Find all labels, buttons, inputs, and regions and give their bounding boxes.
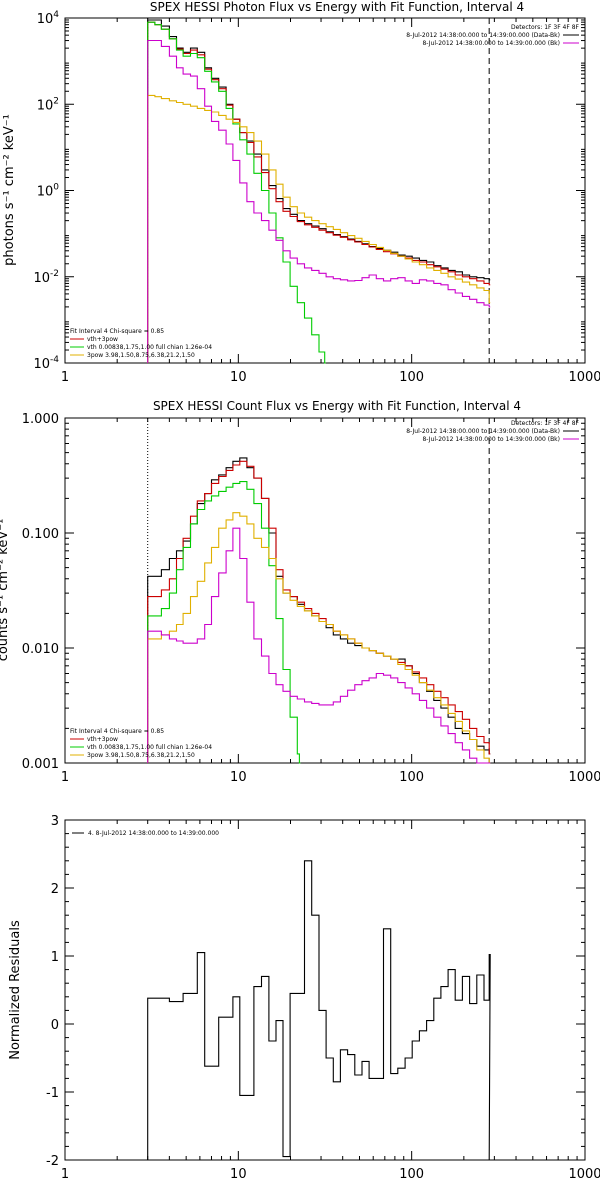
- y-tick-label: 0.001: [22, 757, 59, 772]
- residuals-legend: 4. 8-Jul-2012 14:38:00.000 to 14:39:00.0…: [72, 830, 219, 837]
- y-tick-label: 0.100: [22, 527, 59, 542]
- legend-bk: 8-Jul-2012 14:38:00.000 to 14:39:00.000 …: [422, 40, 560, 47]
- y-tick-label: 1.000: [22, 412, 59, 427]
- residuals-legend-text: 4. 8-Jul-2012 14:38:00.000 to 14:39:00.0…: [88, 830, 219, 837]
- y-tick-label: 104: [37, 10, 60, 27]
- legend-fit-interval: Fit Interval 4 Chi-square = 0.85: [70, 728, 164, 735]
- photon-flux-fit-range-markers: [147, 18, 490, 363]
- y-tick-label: -2: [46, 1154, 59, 1169]
- y-tick-exponent: -4: [50, 355, 59, 365]
- series-vth: [147, 21, 326, 364]
- count-flux-legend-top-right: Detectors: 1F 3F 4F 8F 8-Jul-2012 14:38:…: [406, 420, 579, 443]
- series-3pow: [147, 512, 491, 764]
- series-bk: [147, 39, 491, 363]
- residuals-plot-frame: [64, 819, 586, 1161]
- y-tick-base: 10: [33, 357, 50, 372]
- photon-flux-x-axis: 1 10 100 1000: [61, 18, 600, 385]
- residuals-x-axis: 1 10 100 1000: [61, 820, 600, 1182]
- x-tick-label: 1: [61, 1167, 69, 1182]
- residuals-y-axis: -2 -1 0 1 2 3: [46, 814, 585, 1169]
- x-tick-label: 1000: [568, 1167, 600, 1182]
- series-3pow: [147, 94, 491, 363]
- legend-bk: 8-Jul-2012 14:38:00.000 to 14:39:00.000 …: [422, 436, 560, 443]
- y-tick-exponent: 4: [53, 10, 59, 20]
- y-tick-base: 10: [37, 98, 54, 113]
- y-tick-label: 1: [51, 950, 59, 965]
- residuals-y-axis-label: Normalized Residuals: [8, 920, 23, 1060]
- x-tick-label: 10: [230, 770, 247, 785]
- y-tick-base: 10: [33, 271, 50, 286]
- x-tick-label: 10: [230, 370, 247, 385]
- series-vth-3pow: [147, 460, 491, 763]
- y-tick-exponent: 0: [53, 183, 59, 193]
- photon-flux-legend-top-right: Detectors: 1F 3F 4F 8F 8-Jul-2012 14:38:…: [406, 24, 579, 47]
- series-data-bk: [147, 19, 491, 363]
- legend-detectors: Detectors: 1F 3F 4F 8F: [511, 420, 580, 427]
- series-residuals: [147, 860, 491, 1161]
- legend-vth3pow: vth+3pow: [87, 336, 118, 343]
- x-tick-label: 100: [399, 370, 424, 385]
- photon-flux-y-axis-label: photons s⁻¹ cm⁻² keV⁻¹: [2, 114, 17, 266]
- y-tick-label: 102: [37, 96, 59, 113]
- legend-data-bk: 8-Jul-2012 14:38:00.000 to 14:39:00.000 …: [406, 428, 560, 435]
- x-tick-label: 1: [61, 370, 69, 385]
- series-vth-3pow: [147, 21, 491, 363]
- count-flux-y-axis: 0.001 0.010 0.100 1.000: [22, 412, 585, 772]
- residuals-series: [147, 860, 491, 1161]
- x-tick-label: 100: [399, 1167, 424, 1182]
- x-tick-label: 1000: [568, 770, 600, 785]
- legend-3pow: 3pow 3.98,1.50,8.75,6.38,21.2,1.50: [87, 352, 195, 359]
- count-flux-x-axis: 1 10 100 1000: [61, 418, 600, 785]
- series-bk: [147, 527, 491, 764]
- y-tick-base: 10: [37, 12, 54, 27]
- photon-flux-series: [147, 19, 491, 364]
- count-flux-legend-bottom-left: Fit Interval 4 Chi-square = 0.85 vth+3po…: [70, 728, 212, 759]
- y-tick-label: 2: [51, 882, 59, 897]
- residuals-panel: 1 10 100 1000 -2 -1 0 1 2 3 Normalized Residuals…: [8, 814, 600, 1182]
- count-flux-fit-range-markers: [147, 418, 490, 763]
- x-tick-label: 1000: [568, 370, 600, 385]
- legend-vth: vth 0.00838,1.75,1.00 full chian 1.26e-0…: [87, 344, 212, 351]
- y-tick-label: 100: [37, 183, 60, 200]
- y-tick-label: 10-4: [33, 355, 59, 372]
- x-tick-label: 10: [230, 1167, 247, 1182]
- x-tick-label: 1: [61, 770, 69, 785]
- x-tick-label: 100: [399, 770, 424, 785]
- y-tick-label: 0: [51, 1018, 59, 1033]
- photon-flux-plot-frame: [64, 17, 586, 364]
- legend-fit-interval: Fit Interval 4 Chi-square = 0.85: [70, 328, 164, 335]
- y-tick-exponent: -2: [50, 269, 59, 279]
- y-tick-label: 0.010: [22, 642, 59, 657]
- count-flux-y-axis-label: counts s⁻¹ cm⁻² keV⁻¹: [0, 519, 11, 662]
- count-flux-plot-frame: [64, 417, 586, 764]
- series-vth: [147, 481, 301, 764]
- count-flux-series: [147, 457, 491, 764]
- photon-flux-title: SPEX HESSI Photon Flux vs Energy with Fi…: [150, 0, 524, 14]
- y-tick-label: -1: [46, 1086, 59, 1101]
- count-flux-panel: SPEX HESSI Count Flux vs Energy with Fit…: [0, 399, 600, 785]
- y-tick-base: 10: [37, 185, 54, 200]
- y-tick-label: 3: [51, 814, 59, 829]
- y-tick-label: 10-2: [33, 269, 59, 286]
- legend-vth3pow: vth+3pow: [87, 736, 118, 743]
- y-tick-exponent: 2: [53, 96, 59, 106]
- legend-data-bk: 8-Jul-2012 14:38:00.000 to 14:39:00.000 …: [406, 32, 560, 39]
- photon-flux-panel: SPEX HESSI Photon Flux vs Energy with Fi…: [2, 0, 600, 385]
- photon-flux-legend-bottom-left: Fit Interval 4 Chi-square = 0.85 vth+3po…: [70, 328, 212, 359]
- legend-3pow: 3pow 3.98,1.50,8.75,6.38,21.2,1.50: [87, 752, 195, 759]
- count-flux-title: SPEX HESSI Count Flux vs Energy with Fit…: [153, 399, 521, 413]
- legend-vth: vth 0.00838,1.75,1.00 full chian 1.26e-0…: [87, 744, 212, 751]
- legend-detectors: Detectors: 1F 3F 4F 8F: [511, 24, 580, 31]
